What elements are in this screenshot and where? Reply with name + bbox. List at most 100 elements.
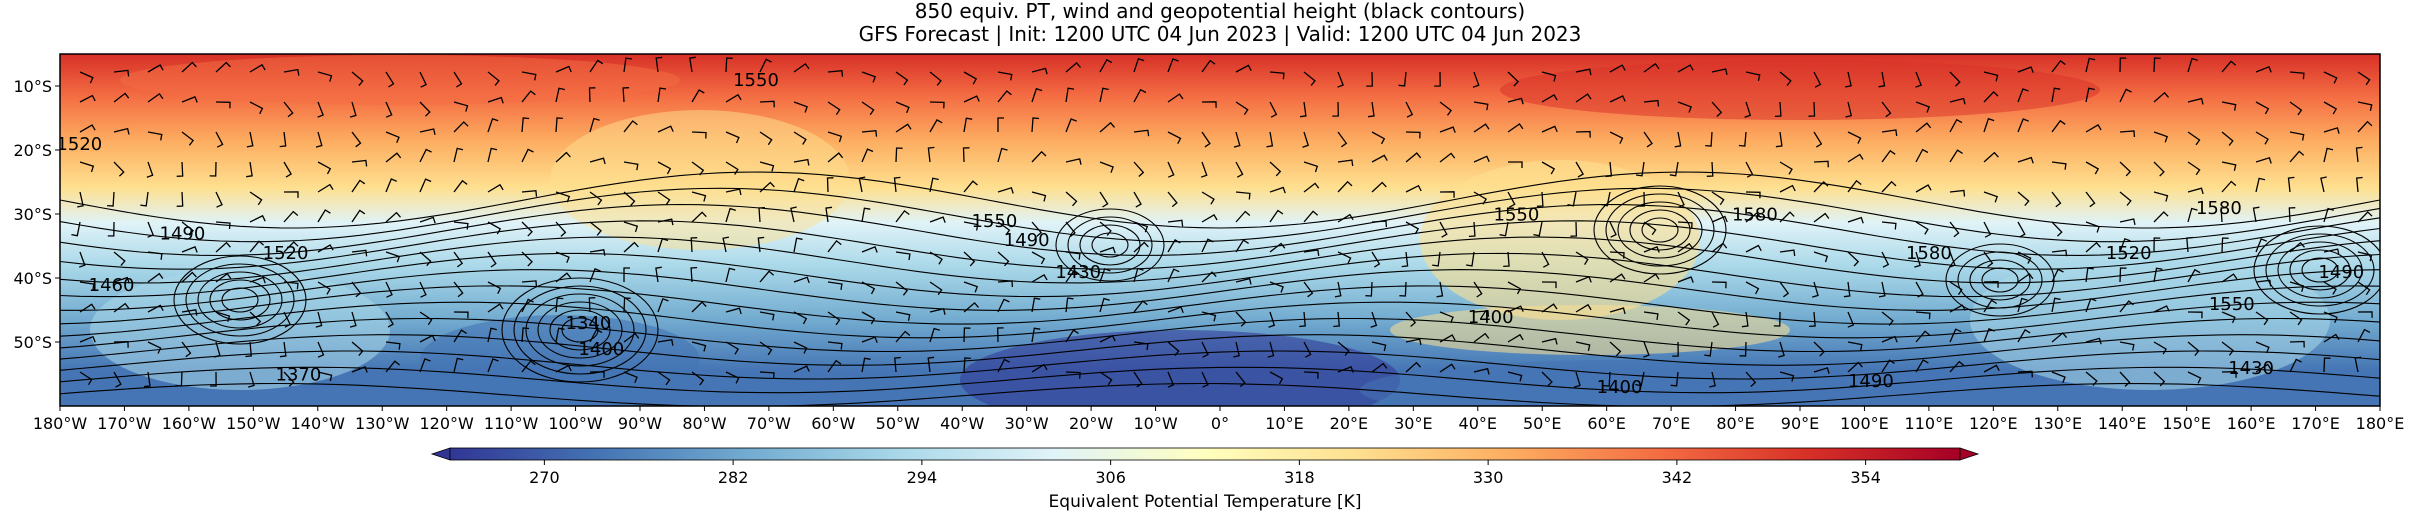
wind-barb xyxy=(1405,131,1421,139)
wind-barb xyxy=(2085,267,2094,283)
wind-barb xyxy=(1915,122,1932,133)
wind-barb xyxy=(385,131,400,144)
height-contour-closed xyxy=(549,309,611,351)
wind-barb xyxy=(555,251,570,264)
wind-barb xyxy=(1643,246,1660,253)
wind-barb xyxy=(2323,281,2337,295)
wind-barb xyxy=(1711,281,1727,289)
wind-barb xyxy=(1366,71,1373,87)
map-title: 850 equiv. PT, wind and geopotential hei… xyxy=(915,0,1525,23)
wind-barb xyxy=(1167,341,1180,357)
wind-barb xyxy=(2085,241,2101,253)
wind-barb xyxy=(691,191,707,202)
wind-barb xyxy=(657,371,671,386)
wind-barb xyxy=(245,341,253,358)
wind-barb xyxy=(1333,311,1341,328)
height-contour-closed xyxy=(501,277,659,383)
wind-barb xyxy=(1914,251,1921,268)
wind-barb xyxy=(895,281,909,296)
wind-barb xyxy=(1303,249,1320,256)
wind-barb xyxy=(1609,251,1625,259)
height-contour-label: 1520 xyxy=(2106,243,2152,264)
height-contour-label: 1400 xyxy=(1468,307,1514,328)
wind-barb xyxy=(487,358,499,373)
wind-barb xyxy=(793,237,803,253)
wind-barb xyxy=(655,266,662,283)
wind-barb xyxy=(2323,127,2340,134)
wind-barb xyxy=(1949,221,1960,238)
wind-barb xyxy=(1779,71,1792,86)
wind-barb xyxy=(521,90,536,103)
wind-barb xyxy=(1878,71,1886,88)
wind-barb xyxy=(1881,311,1894,326)
wind-barb xyxy=(1065,158,1082,165)
wind-barb xyxy=(487,71,500,86)
wind-barb xyxy=(1677,276,1694,283)
wind-barb xyxy=(453,121,469,133)
wind-barb xyxy=(1541,303,1558,313)
wind-barb xyxy=(521,327,530,343)
wind-barb xyxy=(1813,367,1830,374)
wind-barb xyxy=(894,356,901,373)
lon-tick-label: 90°E xyxy=(1781,414,1819,433)
wind-barb xyxy=(317,161,332,175)
wind-barb xyxy=(1065,371,1081,379)
wind-barb xyxy=(351,249,368,257)
height-contour-closed xyxy=(185,263,295,337)
wind-barb xyxy=(146,161,154,178)
wind-barb xyxy=(1133,371,1143,388)
wind-barb xyxy=(521,189,538,197)
wind-barb xyxy=(453,251,464,268)
wind-barb xyxy=(1133,161,1145,177)
wind-barb xyxy=(793,311,808,325)
wind-barb xyxy=(929,101,945,109)
height-contour-closed xyxy=(1079,224,1141,266)
wind-barb xyxy=(1201,371,1209,388)
wind-barb xyxy=(997,117,1004,132)
height-contour-label: 1550 xyxy=(1494,204,1540,225)
wind-barb xyxy=(759,181,775,193)
wind-barb xyxy=(623,57,632,73)
wind-barb xyxy=(2153,237,2161,253)
height-contour-label: 1490 xyxy=(1848,371,1894,392)
wind-barb xyxy=(2051,161,2067,170)
wind-barb xyxy=(351,209,366,223)
wind-barb xyxy=(1099,371,1113,386)
wind-barb xyxy=(1672,341,1679,357)
wind-barb xyxy=(1507,371,1523,382)
lon-tick-label: 70°W xyxy=(747,414,791,433)
wind-barb xyxy=(113,341,129,348)
wind-barb xyxy=(2357,211,2373,223)
wind-barb xyxy=(1915,184,1932,193)
wind-barb xyxy=(657,87,667,103)
wind-barb xyxy=(1133,267,1144,283)
wind-barb xyxy=(521,360,536,373)
wind-barb xyxy=(623,371,638,383)
wind-barb xyxy=(487,183,504,193)
wind-barb xyxy=(1503,251,1510,268)
wind-barb xyxy=(725,341,739,355)
lon-tick-label: 30°W xyxy=(1005,414,1049,433)
wind-barb xyxy=(521,280,538,287)
wind-barb xyxy=(147,341,162,354)
wind-barb xyxy=(1643,62,1660,73)
wind-barb xyxy=(893,176,901,193)
field-anomaly xyxy=(1970,250,2330,390)
wind-barb xyxy=(1269,186,1286,194)
field-anomaly xyxy=(1390,305,1790,355)
wind-barb xyxy=(1200,161,1208,178)
wind-barb xyxy=(1949,360,1965,373)
height-contour xyxy=(60,334,2380,366)
wind-barb xyxy=(861,311,876,325)
wind-barb xyxy=(1745,161,1754,178)
wind-barb xyxy=(1499,221,1509,237)
wind-barb xyxy=(1809,311,1816,328)
wind-barb xyxy=(2017,329,2031,343)
wind-barb xyxy=(657,218,674,226)
height-contour xyxy=(60,171,2380,229)
wind-barb xyxy=(657,338,674,346)
lon-tick-label: 90°W xyxy=(618,414,662,433)
wind-barb xyxy=(589,221,602,236)
wind-barb xyxy=(555,327,565,343)
wind-barb xyxy=(1167,191,1178,208)
